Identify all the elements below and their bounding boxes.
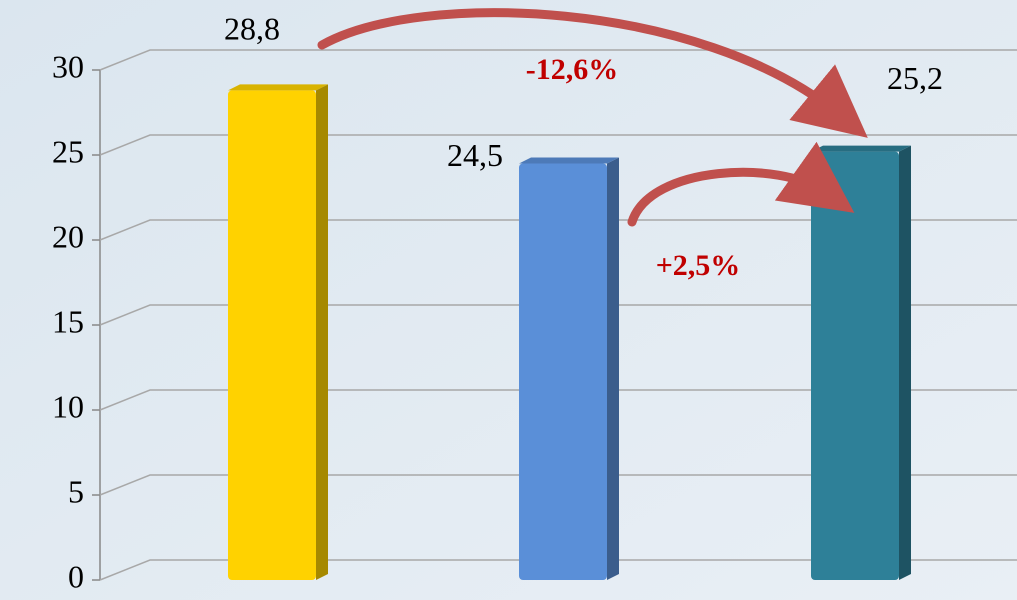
grid-line bbox=[99, 219, 1017, 241]
bar-side bbox=[899, 145, 911, 580]
bar-top bbox=[228, 84, 328, 91]
value-label: 28,8 bbox=[224, 11, 280, 47]
annotation: +2,5% bbox=[656, 249, 741, 282]
y-tick-label: 10 bbox=[52, 388, 84, 424]
bar bbox=[228, 90, 316, 581]
y-tick-label: 30 bbox=[52, 48, 84, 84]
y-tick-label: 5 bbox=[68, 473, 84, 509]
bar bbox=[811, 151, 899, 580]
grid-line bbox=[99, 474, 1017, 496]
y-tick-label: 0 bbox=[68, 558, 84, 594]
value-label: 24,5 bbox=[447, 137, 503, 173]
arrow bbox=[317, 8, 868, 138]
grid-line bbox=[99, 559, 1017, 581]
bar-side bbox=[607, 157, 619, 580]
bar-side bbox=[316, 84, 328, 581]
annotation: -12,6% bbox=[526, 53, 619, 86]
y-tick-label: 25 bbox=[52, 133, 84, 169]
bar-top bbox=[811, 145, 911, 152]
grid-line bbox=[99, 389, 1017, 411]
value-label: 25,2 bbox=[887, 60, 943, 96]
arrow bbox=[627, 141, 855, 227]
grid-line bbox=[99, 134, 1017, 156]
y-tick-label: 15 bbox=[52, 303, 84, 339]
y-tick-label: 20 bbox=[52, 218, 84, 254]
bar-top bbox=[519, 157, 619, 164]
bars bbox=[228, 84, 911, 581]
grid bbox=[92, 49, 1017, 581]
bar bbox=[519, 163, 607, 580]
grid-line bbox=[99, 304, 1017, 326]
